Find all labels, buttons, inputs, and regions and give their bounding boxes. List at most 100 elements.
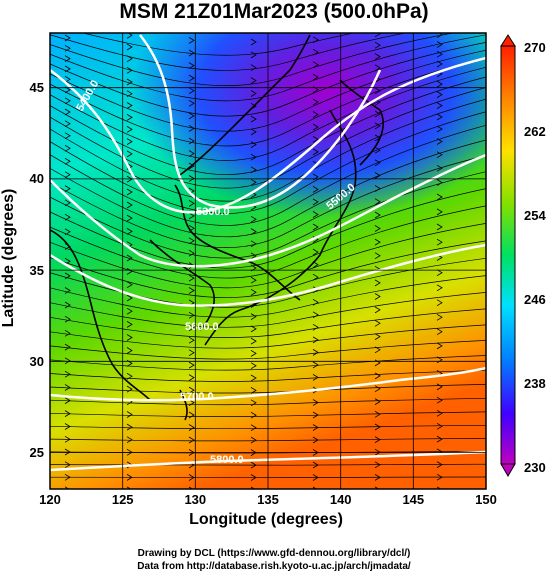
wind-arrow — [126, 474, 133, 481]
wind-arrow — [126, 281, 133, 289]
wind-arrow — [312, 411, 319, 419]
wind-arrow — [188, 311, 195, 319]
streamline — [50, 476, 486, 479]
wind-arrow — [126, 55, 133, 63]
wind-arrow — [436, 342, 443, 350]
wind-arrow — [436, 102, 443, 109]
wind-arrow — [64, 473, 71, 481]
wind-arrow — [250, 90, 257, 97]
wind-arrow — [188, 237, 195, 245]
wind-arrow — [374, 486, 380, 489]
contour-label-5700: 5700.0 — [180, 391, 214, 403]
streamline — [50, 292, 486, 328]
wind-arrow — [312, 111, 319, 118]
wind-arrow — [188, 37, 195, 44]
wind-arrow — [64, 228, 71, 236]
streamline — [50, 66, 486, 161]
wind-arrow — [188, 125, 195, 132]
wind-arrow — [64, 257, 71, 265]
wind-arrow — [65, 499, 70, 505]
wind-arrow — [188, 62, 195, 69]
wind-arrow — [250, 374, 257, 382]
wind-arrow — [436, 313, 443, 321]
x-tick-label: 150 — [475, 492, 497, 507]
wind-arrow — [313, 500, 318, 506]
colorbar-tick-label: 230 — [524, 460, 546, 475]
wind-arrow — [312, 148, 319, 156]
wind-arrow — [64, 108, 71, 116]
x-tick-label: 120 — [39, 492, 61, 507]
wind-arrow — [374, 436, 381, 443]
wind-arrow — [250, 350, 257, 357]
streamline — [50, 355, 486, 371]
wind-arrow — [437, 499, 442, 505]
wind-arrow — [312, 399, 319, 406]
y-tick-label: 35 — [30, 263, 44, 278]
wind-arrow — [126, 372, 133, 380]
wind-arrow — [436, 125, 443, 133]
wind-arrow — [312, 424, 319, 431]
wind-arrow — [188, 411, 195, 419]
streamline — [50, 424, 486, 430]
wind-arrow — [374, 110, 381, 118]
wind-arrow — [64, 213, 71, 221]
wind-arrow — [250, 486, 256, 489]
wind-arrow — [374, 385, 381, 393]
wind-arrow — [436, 284, 443, 292]
wind-arrow — [312, 273, 319, 281]
wind-arrow — [126, 254, 133, 262]
wind-arrow — [436, 80, 443, 88]
wind-arrow — [436, 113, 443, 121]
wind-arrow — [64, 343, 71, 351]
colorbar-tick-label: 246 — [524, 292, 546, 307]
wind-arrow — [64, 132, 71, 140]
wind-arrow — [312, 261, 319, 268]
streamline — [50, 369, 486, 382]
wind-arrow — [250, 228, 257, 235]
wind-arrow — [250, 337, 257, 345]
wind-arrow — [312, 73, 319, 81]
wind-arrow — [126, 307, 133, 315]
wind-arrow — [312, 36, 319, 44]
wind-arrow — [64, 384, 71, 391]
wind-arrow — [312, 223, 319, 231]
wind-arrow — [188, 374, 195, 381]
wind-arrow — [64, 370, 71, 378]
streamline — [81, 33, 356, 56]
wind-arrow — [188, 249, 195, 257]
streamline — [50, 308, 486, 339]
wind-arrow — [436, 435, 443, 443]
streamline — [50, 411, 486, 418]
wind-arrow — [126, 214, 133, 222]
wind-arrow — [312, 123, 319, 131]
wind-arrow — [374, 306, 381, 314]
wind-arrow — [188, 361, 195, 369]
coastlines — [50, 34, 385, 421]
wind-arrow — [64, 97, 71, 105]
wind-arrow — [374, 211, 381, 219]
wind-arrow — [374, 398, 381, 405]
wind-arrow — [64, 315, 71, 323]
y-tick-label: 25 — [30, 445, 44, 460]
wind-arrow — [374, 410, 381, 418]
wind-arrow — [188, 274, 195, 282]
wind-arrow — [312, 198, 319, 206]
wind-arrow — [374, 146, 381, 154]
streamline — [50, 34, 486, 102]
wind-arrow — [250, 325, 257, 333]
wind-arrow — [126, 201, 133, 209]
wind-arrow — [250, 387, 257, 394]
x-tick-label: 130 — [184, 492, 206, 507]
streamline — [50, 155, 486, 248]
wind-arrow — [436, 208, 443, 216]
wind-arrow — [64, 329, 71, 337]
streamline — [50, 111, 486, 214]
wind-arrow — [436, 461, 443, 468]
contour-label-5600: 5600.0 — [185, 321, 219, 333]
wind-arrow — [374, 53, 381, 60]
wind-arrow — [64, 171, 71, 179]
x-axis: 120 125 130 135 140 145 150 — [39, 492, 497, 507]
wind-arrow — [312, 61, 319, 69]
colorbar-tick-label: 270 — [524, 40, 546, 55]
wind-arrow — [436, 299, 443, 307]
